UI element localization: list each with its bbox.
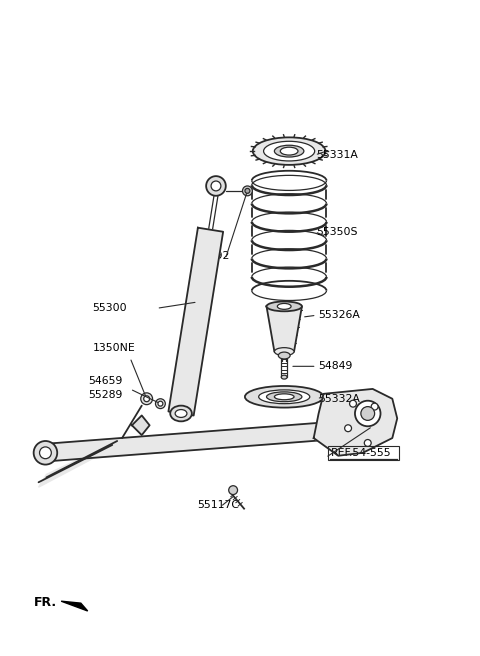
Ellipse shape — [345, 425, 351, 432]
Ellipse shape — [361, 407, 374, 420]
Text: 55332A: 55332A — [319, 394, 360, 403]
Ellipse shape — [371, 403, 378, 410]
Ellipse shape — [211, 181, 221, 191]
Text: 55289: 55289 — [89, 390, 123, 400]
Polygon shape — [266, 306, 302, 352]
Ellipse shape — [245, 188, 250, 194]
Ellipse shape — [259, 390, 310, 403]
Ellipse shape — [355, 401, 381, 426]
Text: 54849: 54849 — [319, 361, 353, 371]
Ellipse shape — [253, 137, 325, 165]
Text: 1350NE: 1350NE — [93, 342, 135, 353]
Ellipse shape — [245, 386, 324, 407]
Polygon shape — [38, 441, 117, 487]
Ellipse shape — [170, 405, 192, 421]
Ellipse shape — [264, 141, 315, 161]
Text: 55350S: 55350S — [317, 227, 358, 237]
Polygon shape — [61, 601, 88, 611]
Polygon shape — [132, 415, 150, 435]
Ellipse shape — [280, 147, 298, 155]
Text: 54659: 54659 — [89, 376, 123, 386]
Ellipse shape — [275, 394, 294, 400]
Ellipse shape — [156, 399, 165, 409]
Ellipse shape — [141, 393, 153, 405]
Text: 55117C: 55117C — [197, 500, 239, 510]
Ellipse shape — [34, 441, 57, 464]
Ellipse shape — [266, 392, 302, 401]
Text: 55331A: 55331A — [317, 150, 359, 160]
Ellipse shape — [364, 440, 371, 446]
Bar — [328, 446, 399, 460]
Text: 55326A: 55326A — [319, 310, 360, 320]
Ellipse shape — [242, 186, 252, 195]
Text: 55300: 55300 — [93, 303, 127, 314]
Ellipse shape — [275, 145, 304, 157]
Ellipse shape — [281, 375, 287, 379]
Ellipse shape — [144, 396, 150, 401]
Ellipse shape — [206, 176, 226, 195]
Text: FR.: FR. — [34, 596, 57, 609]
Text: 55392: 55392 — [195, 251, 229, 261]
Ellipse shape — [349, 400, 357, 407]
Polygon shape — [44, 421, 338, 462]
Ellipse shape — [278, 352, 290, 359]
Ellipse shape — [158, 401, 163, 406]
Polygon shape — [168, 228, 223, 415]
Ellipse shape — [277, 304, 291, 310]
Polygon shape — [314, 389, 397, 456]
Ellipse shape — [39, 447, 51, 459]
Ellipse shape — [275, 348, 294, 356]
Ellipse shape — [266, 302, 302, 312]
Ellipse shape — [175, 409, 187, 417]
Ellipse shape — [228, 485, 238, 495]
Text: REF.54-555: REF.54-555 — [330, 448, 391, 458]
